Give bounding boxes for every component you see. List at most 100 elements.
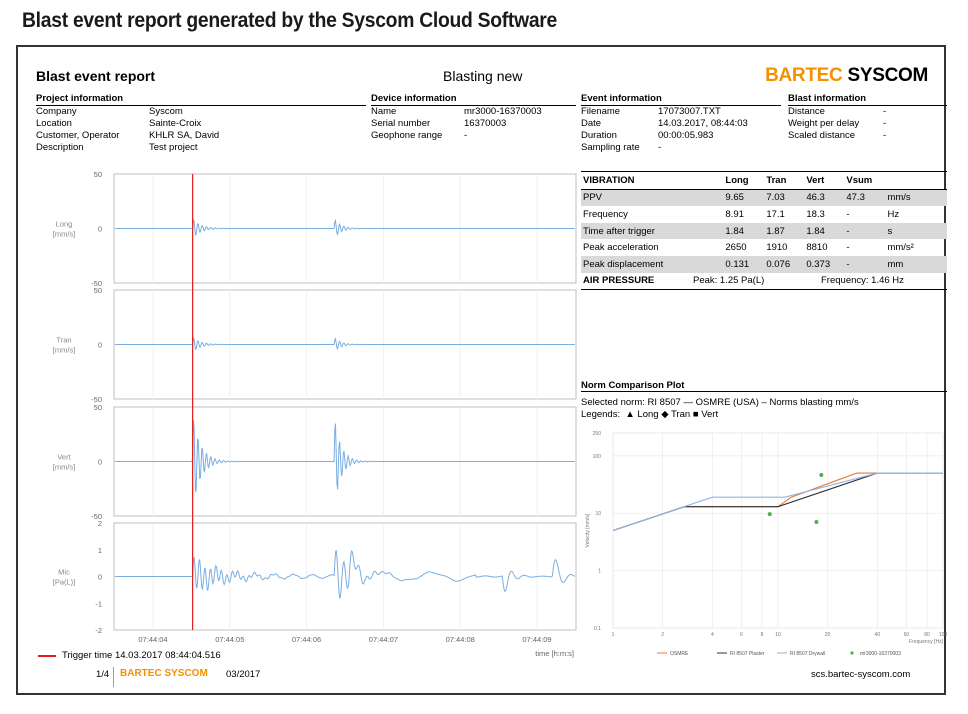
vibration-header-cell: Vert [804,171,845,190]
document-caption: Blast event report generated by the Sysc… [22,9,558,32]
waveform-trace [115,550,576,600]
y-tick-label: -1 [95,599,102,608]
y-tick-label: 1 [98,546,102,555]
info-value: 00:00:05.983 [658,130,714,141]
waveform-trace [115,336,575,351]
y-tick-label: 250 [593,431,602,437]
triangle-icon: ▲ [622,409,635,420]
y-tick-label: 50 [94,403,102,412]
vibration-table: VIBRATION Long Tran Vert Vsum PPV 9.65 7.03 46.3… [581,171,947,273]
vibration-cell: - [846,242,850,254]
channel-unit: [Pa(L)] [53,578,76,587]
vibration-header-row: VIBRATION Long Tran Vert Vsum [581,171,947,190]
legend-vert: Vert [701,409,719,420]
x-tick-label: 4 [711,632,714,638]
y-tick-label: -2 [95,626,102,635]
info-row: Sampling rate - [581,142,781,154]
vibration-cell: PPV [581,189,724,207]
x-tick-label: 07:44:07 [369,635,398,644]
y-tick-label: 100 [593,454,602,460]
info-value: - [658,142,662,153]
x-tick-label: 07:44:08 [446,635,475,644]
diamond-icon: ◆ [661,409,669,420]
vibration-cell: 2650 [725,242,747,254]
norm-comparison-plot: 250 100 10 1 0.1 1 2 4 6 8 10 20 40 60 80 100 Velocity [… [585,431,947,657]
footer-brand: BARTEC SYSCOM [120,668,208,679]
report-title: Blast event report [36,68,156,84]
brand-logo: BARTEC SYSCOM [765,65,928,86]
info-row: Filename 17073007.TXT [581,106,781,118]
info-value: - [464,130,468,141]
info-value: - [883,118,887,129]
footer-divider [113,667,114,687]
blast-info-heading: Blast information [788,93,947,106]
channel-name: Vert [57,453,71,462]
device-info: Device information Name mr3000-16370003 Se… [371,93,576,142]
info-key: Distance [788,106,825,117]
ri8507-drywall-curve [612,472,943,532]
x-axis-label: Frequency [Hz] [909,639,944,645]
vibration-cell: Frequency [583,208,628,220]
waveform-charts: 500-50Long[mm/s]500-50Tran[mm/s]500-50Ve… [53,170,577,658]
x-tick-label: 1 [612,632,615,638]
trigger-time-label: Trigger time 14.03.2017 08:44:04.516 [62,650,221,661]
waveform-trace [115,420,575,493]
air-pressure-label: AIR PRESSURE [583,275,655,286]
vibration-cell: 0.076 [764,255,805,273]
vibration-header-cell: Tran [764,171,805,190]
info-value: 17073007.TXT [658,106,721,117]
vibration-cell: 18.3 [806,208,825,220]
info-key: Location [36,118,72,129]
x-tick-label: 10 [775,632,781,638]
vibration-cell: 0.373 [804,255,845,273]
x-tick-label: 8 [761,632,764,638]
air-pressure-frequency: Frequency: 1.46 Hz [821,275,904,286]
info-key: Sampling rate [581,142,640,153]
x-tick-label: 80 [924,632,930,638]
channel-unit: [mm/s] [53,346,76,355]
vibration-cell: Time after trigger [581,222,724,240]
y-tick-label: 0 [98,341,102,350]
legend-entry: RI 8507 Plaster [730,651,765,657]
air-pressure-row: AIR PRESSURE Peak: 1.25 Pa(L) Frequency:… [581,273,947,290]
info-row: Name mr3000-16370003 [371,106,576,118]
info-row: Weight per delay - [788,118,947,130]
y-tick-label: -50 [91,512,102,521]
x-tick-label: 6 [740,632,743,638]
vibration-cell: 1.84 [804,222,845,240]
info-value: Test project [149,142,198,153]
report-subtitle: Blasting new [443,68,523,84]
y-axis-label: Velocity [mm/s] [585,513,591,547]
x-tick-label: 40 [875,632,881,638]
vibration-row: PPV 9.65 7.03 46.3 47.3 mm/s [581,189,947,207]
x-tick-label: 07:44:09 [522,635,551,644]
channel-unit: [mm/s] [53,230,76,239]
waveform-panel-vert: 50 0 -50 Vert[mm/s] [53,403,577,521]
waveform-panel-long: 50 0 -50 Long[mm/s] [53,170,577,288]
project-info-heading: Project information [36,93,366,106]
y-tick-label: 50 [94,170,102,179]
info-key: Date [581,118,602,129]
info-row: Description Test project [36,142,366,154]
y-tick-label: 0 [98,225,102,234]
vibration-cell: mm/s² [887,242,914,254]
x-tick-label: 07:44:05 [215,635,244,644]
vibration-row: Frequency 8.91 17.1 18.3 - Hz [581,206,947,223]
square-icon: ■ [692,409,699,420]
vibration-header-cell: Long [723,171,765,190]
y-tick-label: 0.1 [594,626,601,632]
legend-long: Long [637,409,659,420]
vibration-cell: mm [885,255,947,273]
vibration-cell: Peak displacement [581,255,724,273]
vibration-cell: 46.3 [804,189,845,207]
vibration-cell: - [844,222,886,240]
info-value: 16370003 [464,118,507,129]
vibration-cell: 1.84 [723,222,765,240]
norm-selected: Selected norm: RI 8507 — OSMRE (USA) – N… [581,397,859,408]
info-row: Customer, Operator KHLR SA, David [36,130,366,142]
legends-label: Legends: [581,409,621,420]
info-row: Geophone range - [371,130,576,142]
info-key: Name [371,106,397,117]
info-value: 14.03.2017, 08:44:03 [658,118,748,129]
x-tick-label: 07:44:06 [292,635,321,644]
